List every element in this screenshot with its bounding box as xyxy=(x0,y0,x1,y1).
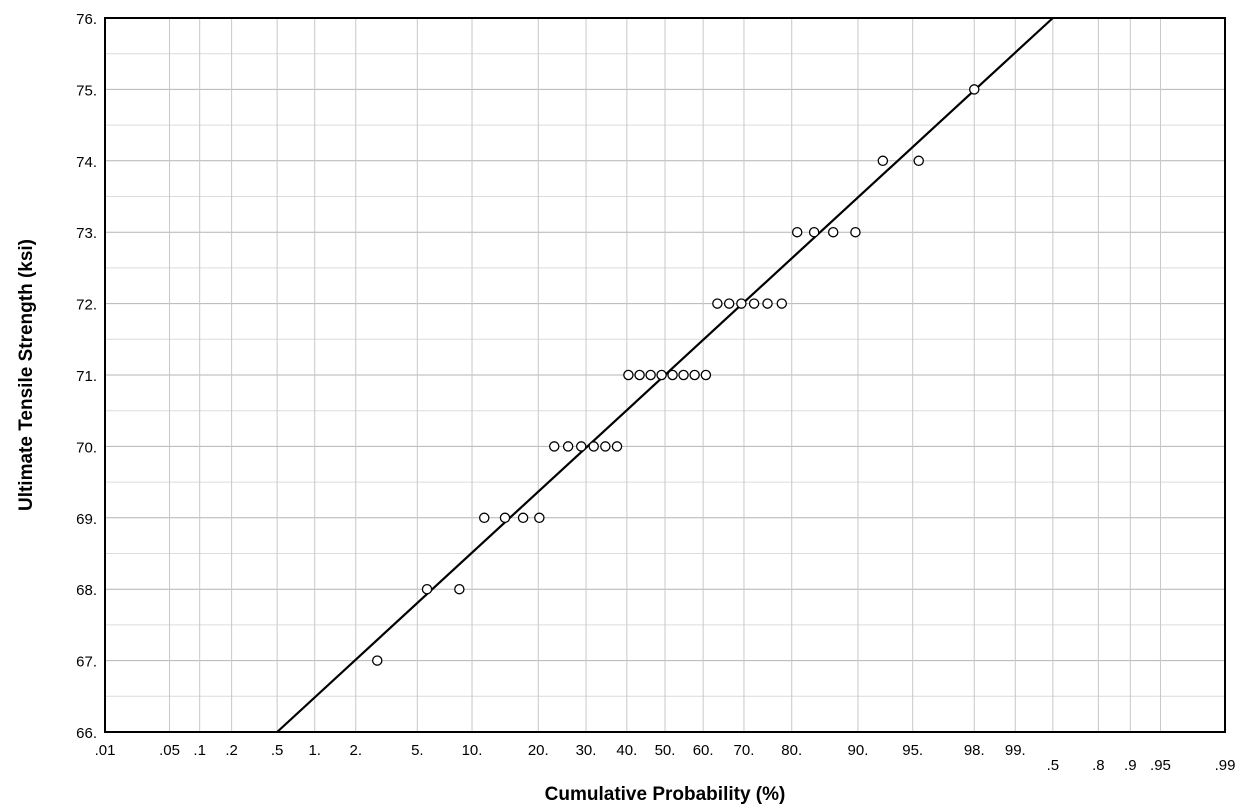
data-point xyxy=(562,441,574,452)
data-point xyxy=(517,512,529,524)
data-point xyxy=(791,226,803,238)
y-tick-label: 69. xyxy=(76,511,97,528)
data-point xyxy=(421,583,433,595)
data-point xyxy=(454,583,465,595)
x-tick-label: .95 xyxy=(1150,757,1171,774)
data-point xyxy=(534,512,545,524)
y-tick-label: 76. xyxy=(76,11,97,28)
data-point xyxy=(623,369,634,381)
x-tick-label: 1. xyxy=(308,742,321,759)
x-tick-label: .2 xyxy=(225,742,238,759)
y-axis-title: Ultimate Tensile Strength (ksi) xyxy=(16,239,37,511)
x-axis-title: Cumulative Probability (%) xyxy=(545,784,786,805)
x-tick-label: 20. xyxy=(528,742,549,759)
x-tick-label: 60. xyxy=(693,742,714,759)
y-axis-tick-labels: 66. 67. 68. 69. 70. 71. 72. 73. 74. 75. 76. xyxy=(76,11,97,742)
y-tick-label: 73. xyxy=(76,225,97,242)
data-point xyxy=(479,512,490,524)
data-point xyxy=(877,155,889,167)
x-tick-label: .01 xyxy=(95,742,116,759)
data-point xyxy=(588,441,599,452)
x-tick-label: 50. xyxy=(655,742,676,759)
data-points xyxy=(371,84,980,666)
y-tick-label: 66. xyxy=(76,725,97,742)
data-point xyxy=(762,298,773,309)
data-point xyxy=(499,512,511,524)
data-point xyxy=(634,369,645,381)
y-tick-label: 70. xyxy=(76,439,97,456)
data-point xyxy=(712,298,723,309)
x-tick-label: 2. xyxy=(349,742,362,759)
x-tick-label: 80. xyxy=(781,742,802,759)
x-tick-label: .99 xyxy=(1215,757,1236,774)
data-point xyxy=(748,298,760,309)
x-tick-label: .05 xyxy=(159,742,180,759)
y-tick-label: 68. xyxy=(76,582,97,599)
x-tick-label: 90. xyxy=(848,742,869,759)
x-tick-label: 40. xyxy=(616,742,637,759)
data-point xyxy=(850,226,861,238)
data-point xyxy=(575,441,587,452)
y-tick-label: 67. xyxy=(76,654,97,671)
data-point xyxy=(776,298,788,309)
x-tick-label: 70. xyxy=(734,742,755,759)
y-tick-label: 75. xyxy=(76,82,97,99)
data-point xyxy=(968,84,980,95)
data-point xyxy=(689,369,700,381)
y-tick-label: 71. xyxy=(76,368,97,385)
x-tick-label: 95. xyxy=(902,742,923,759)
data-point xyxy=(645,369,656,381)
x-tick-label: .9 xyxy=(1124,757,1137,774)
x-tick-label: 99. xyxy=(1005,742,1026,759)
major-gridlines xyxy=(105,18,1225,732)
x-tick-label: 10. xyxy=(462,742,483,759)
data-point xyxy=(736,298,747,309)
data-point xyxy=(808,226,820,238)
data-point xyxy=(548,441,560,452)
data-point xyxy=(667,369,678,381)
x-tick-label: .5 xyxy=(271,742,284,759)
y-tick-label: 72. xyxy=(76,297,97,314)
x-tick-label: .1 xyxy=(193,742,206,759)
x-tick-label: 98. xyxy=(964,742,985,759)
x-axis-tick-labels: .01 .05 .1 .2 .5 1. 2. 5. 10. 20. 30. 40. 50. 60. 70. 8… xyxy=(95,742,1236,774)
x-tick-label: .8 xyxy=(1092,757,1105,774)
data-point xyxy=(827,226,839,238)
x-tick-label: 30. xyxy=(576,742,597,759)
data-point xyxy=(678,369,689,381)
x-tick-label: 5. xyxy=(411,742,424,759)
data-point xyxy=(611,441,623,452)
data-point xyxy=(723,298,735,309)
y-tick-label: 74. xyxy=(76,154,97,171)
data-point xyxy=(371,655,383,666)
x-tick-label: .5 xyxy=(1047,757,1060,774)
plot-area-frame xyxy=(104,17,1226,733)
data-point xyxy=(656,369,667,381)
data-point xyxy=(913,155,924,167)
data-point xyxy=(600,441,611,452)
data-point xyxy=(700,369,712,381)
